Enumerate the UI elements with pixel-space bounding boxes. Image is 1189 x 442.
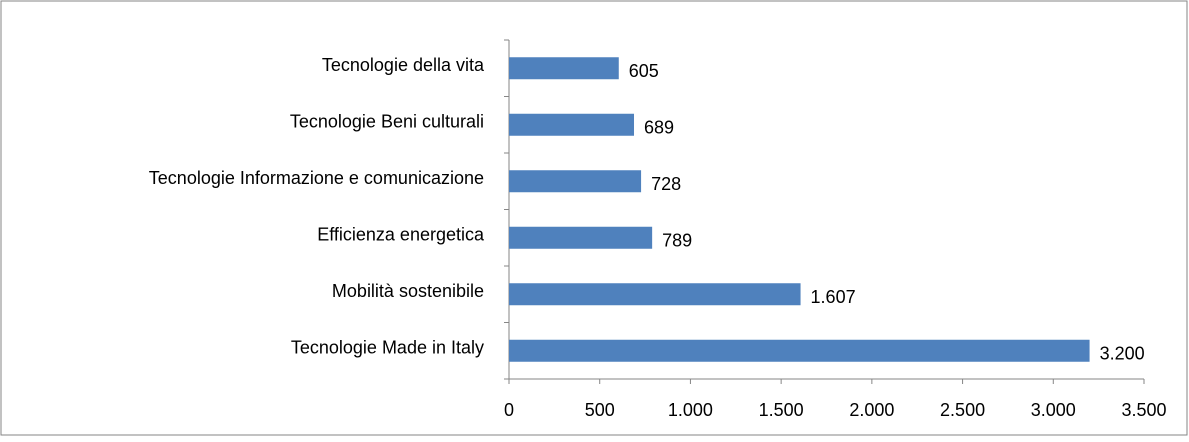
x-tick-label: 2.000 — [849, 400, 894, 420]
x-tick-label: 2.500 — [940, 400, 985, 420]
x-tick-label: 0 — [504, 400, 514, 420]
x-tick-label: 3.000 — [1031, 400, 1076, 420]
bar — [509, 57, 619, 80]
y-tick-label: Tecnologie Beni culturali — [290, 112, 484, 132]
value-label: 1.607 — [811, 287, 856, 307]
y-tick-label: Efficienza energetica — [317, 225, 485, 245]
x-tick-label: 3.500 — [1121, 400, 1166, 420]
x-tick-label: 500 — [585, 400, 615, 420]
bar — [509, 113, 635, 136]
bar — [509, 339, 1090, 362]
value-label: 728 — [651, 174, 681, 194]
y-tick-label: Tecnologie Made in Italy — [291, 338, 484, 358]
value-label: 3.200 — [1100, 344, 1145, 364]
x-tick-label: 1.000 — [668, 400, 713, 420]
x-tick-label: 1.500 — [759, 400, 804, 420]
value-label: 605 — [629, 61, 659, 81]
value-label: 789 — [662, 231, 692, 251]
bar — [509, 226, 653, 249]
y-tick-label: Mobilità sostenibile — [332, 281, 484, 301]
bar — [509, 283, 801, 306]
value-label: 689 — [644, 118, 674, 138]
y-tick-label: Tecnologie della vita — [322, 55, 485, 75]
bar — [509, 170, 642, 193]
y-tick-label: Tecnologie Informazione e comunicazione — [149, 168, 484, 188]
